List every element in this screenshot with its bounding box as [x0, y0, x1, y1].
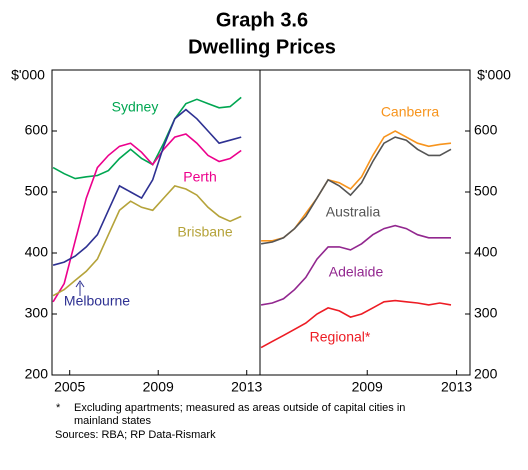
chart-title: Graph 3.6	[216, 9, 308, 31]
series-label: Melbourne	[64, 293, 130, 309]
series-label: Perth	[183, 169, 216, 185]
y-tick-label: 400	[474, 244, 498, 260]
y-tick-label: 600	[474, 122, 498, 138]
series-line	[52, 133, 242, 303]
y-unit-left: $'000	[11, 67, 45, 83]
footnote-line: Excluding apartments; measured as areas …	[74, 402, 405, 414]
y-tick-label: 300	[474, 305, 498, 321]
footnote-line: mainland states	[74, 415, 152, 427]
y-tick-label: 600	[25, 122, 49, 138]
series-line	[52, 184, 242, 297]
series-line	[260, 299, 452, 349]
x-tick-label: 2013	[231, 379, 262, 395]
series-label: Regional*	[310, 329, 371, 345]
y-tick-label: 500	[25, 183, 49, 199]
y-tick-label: 200	[25, 366, 49, 382]
plot-frame	[51, 69, 471, 376]
series-label: Adelaide	[329, 264, 384, 280]
footnote-marker: *	[56, 402, 61, 414]
series-label: Australia	[326, 204, 381, 220]
series-line	[260, 136, 452, 245]
series-label: Brisbane	[177, 224, 232, 240]
sources: Sources: RBA; RP Data-Rismark	[55, 429, 216, 441]
x-tick-label: 2009	[352, 379, 383, 395]
y-tick-label: 200	[474, 366, 498, 382]
y-tick-label: 300	[25, 305, 49, 321]
y-tick-label: 500	[474, 183, 498, 199]
x-tick-label: 2013	[441, 379, 472, 395]
series-line	[52, 108, 242, 266]
x-tick-label: 2005	[54, 379, 85, 395]
x-tick-label: 2009	[143, 379, 174, 395]
series-line	[261, 130, 452, 242]
y-unit-right: $'000	[477, 67, 511, 83]
chart-subtitle: Dwelling Prices	[188, 36, 336, 58]
series-label: Sydney	[112, 99, 159, 115]
series-line	[52, 96, 242, 180]
y-tick-label: 400	[25, 244, 49, 260]
series-label: Canberra	[381, 104, 440, 120]
series-line	[260, 224, 451, 306]
melbourne-arrowhead	[75, 280, 85, 288]
